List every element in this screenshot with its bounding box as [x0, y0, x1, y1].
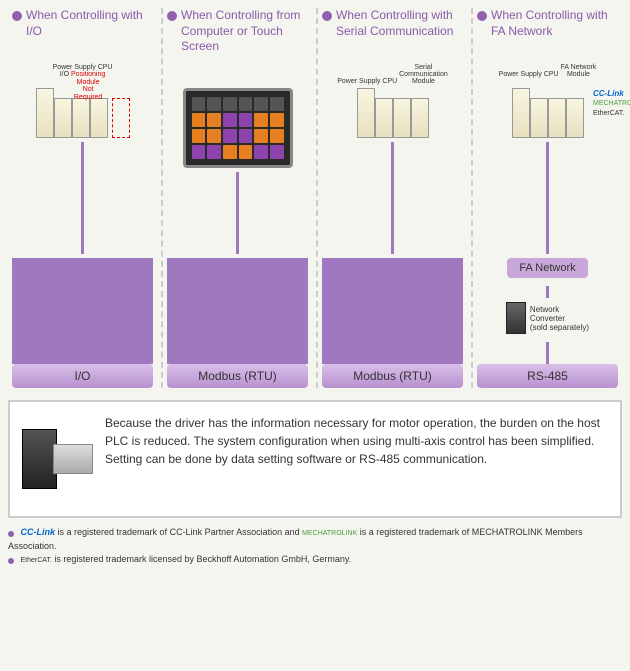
plc-unit	[357, 88, 429, 138]
info-text: Because the driver has the information n…	[105, 414, 608, 504]
connector-line	[12, 258, 153, 364]
plc-slot-icon	[393, 98, 411, 138]
connector-line	[81, 142, 84, 254]
heading-text: When Controlling from Computer or Touch …	[181, 8, 308, 55]
columns-row: When Controlling with I/O Power Supply C…	[8, 8, 622, 388]
plc-slot-icon	[90, 98, 108, 138]
protocol-badge: Modbus (RTU)	[322, 364, 463, 388]
diagram-io: Power Supply CPU I/O Positioning Module …	[12, 64, 153, 254]
bullet-icon	[8, 558, 14, 564]
mechatrolink-logo: MECHATROLINK	[593, 99, 630, 109]
protocol-badge: Modbus (RTU)	[167, 364, 308, 388]
label-mod: Serial Communication Module	[399, 64, 448, 85]
converter-label: Network Converter (sold separately)	[530, 305, 589, 332]
col-serial: When Controlling with Serial Communicati…	[316, 8, 467, 388]
connector-line	[546, 286, 549, 298]
heading-io: When Controlling with I/O	[12, 8, 153, 56]
motor-icon	[53, 444, 93, 474]
mecha-text: MECHATROLINK	[302, 530, 357, 537]
plc-slot-icon	[357, 88, 375, 138]
plc-slot-icon	[54, 98, 72, 138]
bullet-icon	[477, 11, 487, 21]
footnote-1: CC-Link is a registered trademark of CC-…	[8, 526, 622, 553]
cclink-text: CC-Link	[21, 527, 56, 537]
connector-line	[391, 142, 394, 254]
network-converter: Network Converter (sold separately)	[506, 302, 589, 334]
col-computer: When Controlling from Computer or Touch …	[161, 8, 312, 388]
plc-slot-icon	[566, 98, 584, 138]
diagram-screen	[167, 64, 308, 254]
foot-text: is a registered trademark of CC-Link Par…	[55, 527, 302, 537]
protocol-badge: RS-485	[477, 364, 618, 388]
touchscreen-icon	[183, 88, 293, 168]
heading-fa: When Controlling with FA Network	[477, 8, 618, 56]
label-cpu: CPU	[544, 71, 559, 78]
cclink-logo: CC-Link	[593, 88, 630, 99]
plc-slot-icon	[530, 98, 548, 138]
fa-network-label: FA Network	[507, 258, 587, 278]
label-io: I/O	[60, 71, 69, 78]
diagram-serial: Power Supply CPU Serial Communication Mo…	[322, 64, 463, 254]
diagram-container: When Controlling with I/O Power Supply C…	[0, 0, 630, 575]
protocol-logos: CC-Link MECHATROLINK EtherCAT.	[593, 88, 630, 119]
protocol-badge: I/O	[12, 364, 153, 388]
driver-icon	[22, 429, 57, 489]
spacer	[322, 254, 463, 364]
connector-line	[546, 142, 549, 254]
bullet-icon	[8, 531, 14, 537]
plc-slot-icon	[548, 98, 566, 138]
footnote-2: EtherCAT. is registered trademark licens…	[8, 553, 622, 567]
label-warn: Positioning Module Not Required	[71, 71, 105, 102]
plc-labels: Power Supply CPU I/O Positioning Module …	[12, 64, 153, 102]
ecat-text: EtherCAT.	[21, 557, 52, 564]
spacer	[12, 254, 153, 364]
plc-slot-icon	[512, 88, 530, 138]
bullet-icon	[167, 11, 177, 21]
ethercat-logo: EtherCAT.	[593, 109, 630, 119]
plc-slot-icon	[375, 98, 393, 138]
col-fanetwork: When Controlling with FA Network Power S…	[471, 8, 622, 388]
connector-line	[167, 258, 308, 364]
bullet-icon	[12, 11, 22, 21]
connector-line	[546, 342, 549, 364]
plc-slot-warn-icon	[112, 98, 130, 138]
heading-computer: When Controlling from Computer or Touch …	[167, 8, 308, 56]
plc-slot-icon	[411, 98, 429, 138]
converter-icon	[506, 302, 526, 334]
motor-driver-icon	[22, 414, 93, 504]
plc-labels: Power Supply CPU FA Network Module	[477, 64, 618, 78]
label-ps: Power Supply	[499, 71, 542, 78]
foot-text: is registered trademark licensed by Beck…	[52, 554, 351, 564]
connector-line	[236, 172, 239, 254]
info-box: Because the driver has the information n…	[8, 400, 622, 518]
col-io: When Controlling with I/O Power Supply C…	[8, 8, 157, 388]
label-mod: FA Network Module	[561, 64, 597, 78]
label-cpu: CPU	[382, 78, 397, 85]
plc-slot-icon	[72, 98, 90, 138]
heading-text: When Controlling with Serial Communicati…	[336, 8, 463, 39]
heading-serial: When Controlling with Serial Communicati…	[322, 8, 463, 56]
label-ps: Power Supply	[337, 78, 380, 85]
label-cpu: CPU	[98, 64, 113, 71]
heading-text: When Controlling with FA Network	[491, 8, 618, 39]
bullet-icon	[322, 11, 332, 21]
footnotes: CC-Link is a registered trademark of CC-…	[8, 526, 622, 567]
label-ps: Power Supply	[53, 64, 96, 71]
col4-extra: FA Network Network Converter (sold separ…	[477, 254, 618, 364]
spacer	[167, 254, 308, 364]
connector-line	[322, 258, 463, 364]
plc-labels: Power Supply CPU Serial Communication Mo…	[322, 64, 463, 85]
heading-text: When Controlling with I/O	[26, 8, 153, 39]
plc-unit	[512, 88, 584, 138]
